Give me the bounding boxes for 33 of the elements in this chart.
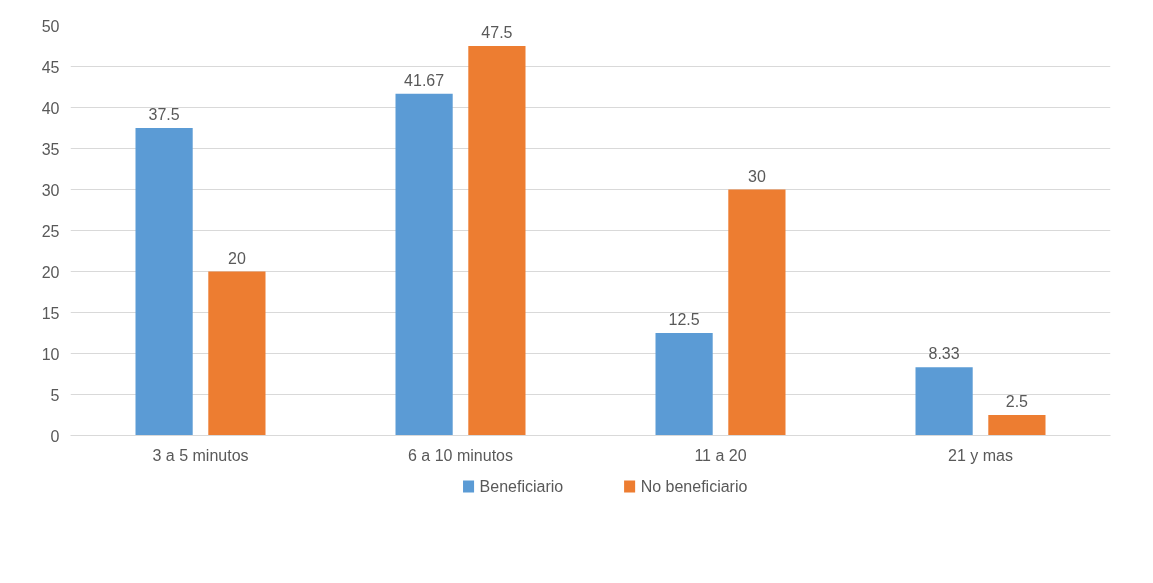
y-tick-label: 20 [41,263,60,281]
y-tick-label: 15 [41,304,60,322]
y-tick-label: 25 [41,222,60,240]
y-tick-label: 40 [41,99,60,117]
y-tick-label: 0 [50,427,60,445]
bar [468,46,526,436]
y-tick-label: 30 [41,181,60,199]
x-tick-label: 3 a 5 minutos [152,446,249,464]
data-label: 8.33 [928,345,960,363]
data-label: 20 [228,249,246,267]
legend-label: Beneficiario [479,478,564,495]
y-tick-label: 45 [41,58,60,76]
bar [728,189,786,436]
data-label: 47.5 [481,24,513,41]
y-tick-label: 50 [41,17,60,35]
legend-label: No beneficiario [640,478,748,495]
bar [915,367,973,436]
data-label: 41.67 [404,71,445,89]
y-tick-label: 35 [41,140,60,158]
y-tick-label: 10 [41,345,60,363]
data-label: 12.5 [668,311,700,328]
bar [988,415,1046,436]
bar [655,333,713,436]
data-label: 37.5 [148,106,180,123]
data-label: 2.5 [1005,393,1029,410]
x-tick-label: 11 a 20 [694,446,747,464]
bar [208,271,266,436]
bar [395,93,453,436]
bar [135,128,193,436]
x-tick-label: 6 a 10 minutos [408,446,513,464]
x-tick-label: 21 y mas [948,446,1013,464]
data-label: 30 [748,167,766,185]
y-tick-label: 5 [50,386,60,404]
